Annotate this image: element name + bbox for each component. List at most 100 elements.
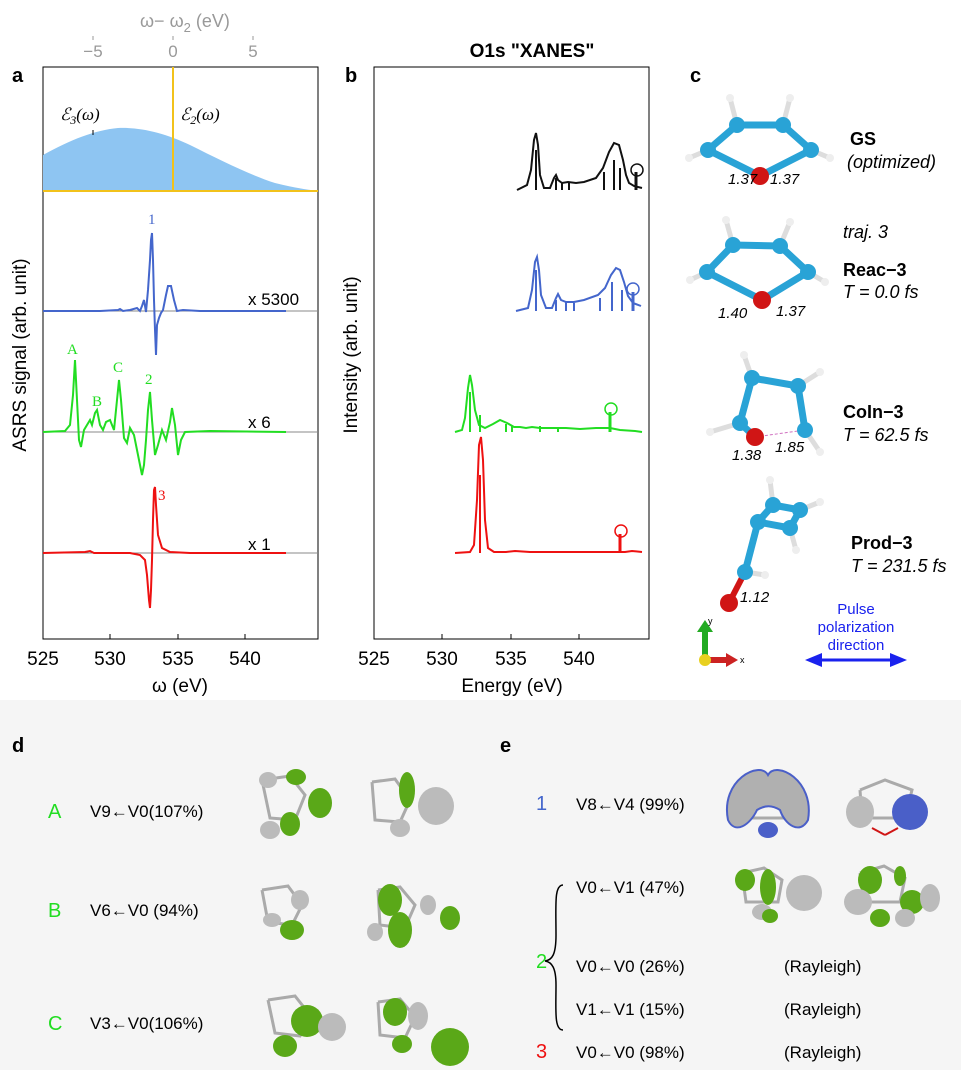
molecule-reac3 (686, 216, 829, 309)
x-tick-label: 525 (358, 649, 390, 670)
group-brace (544, 884, 564, 1031)
multiplier-blue: x 5300 (248, 290, 299, 309)
molecule-coin3 (706, 351, 824, 456)
x-tick-label: 535 (495, 649, 527, 670)
transition-B: V6←V0 (94%) (90, 901, 199, 920)
bond-length: 1.37 (770, 171, 800, 188)
structure-subtitle: (optimized) (847, 152, 936, 172)
marked-peak-circle (626, 282, 640, 296)
x-tick-label: 540 (229, 649, 261, 670)
bond-length: 1.38 (732, 447, 762, 464)
panel-label-a: a (12, 65, 24, 87)
x-axis-label-b: Energy (eV) (461, 676, 562, 697)
polarization-label: direction (828, 637, 885, 654)
rayleigh-note: (Rayleigh) (784, 957, 861, 976)
top-axis-label: ω− ω2 (eV) (140, 11, 230, 35)
asrs-trace-red (42, 486, 286, 609)
panel-e: e 1 V8←V4 (99%) V0←V1 (47%) 2 V0←V0 (26%… (500, 735, 940, 1063)
x-axis-label-a: ω (eV) (152, 676, 208, 697)
xanes-trace-red (454, 436, 643, 554)
marked-peak-circle (604, 402, 618, 416)
structure-subtitle: T = 62.5 fs (843, 425, 929, 445)
panel-b: b O1s "XANES" (341, 41, 650, 697)
asrs-trace-green (42, 359, 287, 476)
transition-label-C: C (48, 1013, 62, 1035)
transition-2c: V1←V1 (15%) (576, 1000, 685, 1019)
xanes-trace-green (454, 374, 643, 433)
panel-label-b: b (345, 65, 357, 87)
transition-2b: V0←V0 (26%) (576, 957, 685, 976)
structure-subtitle: T = 231.5 fs (851, 556, 947, 576)
orbital-image-2b (844, 864, 940, 927)
structure-name: Reac−3 (843, 260, 907, 280)
svg-text:x: x (740, 655, 745, 665)
transition-1: V8←V4 (99%) (576, 795, 685, 814)
rayleigh-note: (Rayleigh) (784, 1043, 861, 1062)
orbital-image-B1 (260, 884, 309, 940)
multiplier-green: x 6 (248, 413, 271, 432)
rayleigh-note: (Rayleigh) (784, 1000, 861, 1019)
x-tick-label: 530 (426, 649, 458, 670)
top-tick-label: −5 (83, 42, 102, 61)
transition-A: V9←V0(107%) (90, 802, 203, 821)
transition-C: V3←V0(106%) (90, 1014, 203, 1033)
bond-length: 1.37 (728, 171, 758, 188)
peak-label-2: 2 (145, 372, 153, 388)
peak-label-3: 3 (158, 488, 166, 504)
orbital-image-C2 (376, 997, 469, 1066)
bond-length: 1.40 (718, 305, 748, 322)
asrs-trace-blue (43, 232, 286, 356)
panel-d: d A V9←V0(107%) B V6←V0 (94%) C V3←V0(10… (12, 735, 469, 1066)
bond-length: 1.12 (740, 589, 770, 606)
x-tick-label: 525 (27, 649, 59, 670)
e3-label: ℰ3(ω) (60, 105, 100, 127)
e2-label: ℰ2(ω) (180, 105, 220, 127)
orbital-image-1a (725, 769, 810, 838)
orbital-image-B2 (367, 884, 460, 948)
top-tick-label: 0 (168, 42, 177, 61)
structure-subtitle: T = 0.0 fs (843, 282, 919, 302)
polarization-label: polarization (818, 619, 895, 636)
coordinate-axes-icon: y x (697, 616, 745, 667)
transition-label-3: 3 (536, 1041, 547, 1063)
bond-length: 1.37 (776, 303, 806, 320)
peak-label-A: A (67, 342, 78, 358)
trajectory-label: traj. 3 (843, 222, 888, 242)
molecule-prod3 (720, 476, 824, 612)
y-axis-label-a: ASRS signal (arb. unit) (10, 258, 31, 451)
peak-label-B: B (92, 394, 102, 410)
marked-peak-circle (614, 524, 628, 538)
peak-label-1: 1 (148, 212, 156, 228)
polarization-label: Pulse (837, 601, 875, 618)
panel-label-d: d (12, 735, 24, 757)
y-axis-label-b: Intensity (arb. unit) (341, 276, 362, 433)
orbital-image-1b (846, 778, 928, 836)
transition-label-1: 1 (536, 793, 547, 815)
orbital-image-A1 (259, 769, 332, 839)
x-tick-label: 535 (162, 649, 194, 670)
structure-name: Prod−3 (851, 533, 913, 553)
structure-name: GS (850, 129, 876, 149)
bond-length: 1.85 (775, 439, 805, 456)
x-tick-label: 530 (94, 649, 126, 670)
orbital-image-2a (735, 866, 822, 923)
panel-label-e: e (500, 735, 511, 757)
top-tick-label: 5 (248, 42, 257, 61)
panel-label-c: c (690, 65, 701, 87)
plot-frame-a (42, 66, 319, 640)
panel-c: c 1.37 1.37 GS (optimized) (685, 65, 947, 667)
orbital-image-A2 (370, 772, 454, 837)
panel-b-title: O1s "XANES" (470, 41, 595, 62)
polarization-arrow-icon (805, 653, 907, 667)
multiplier-red: x 1 (248, 535, 271, 554)
transition-label-B: B (48, 900, 61, 922)
transition-2a: V0←V1 (47%) (576, 878, 685, 897)
marked-peak-circle (630, 163, 644, 177)
transition-label-A: A (48, 801, 62, 823)
peak-label-C: C (113, 360, 123, 376)
x-tick-label: 540 (563, 649, 595, 670)
transition-3: V0←V0 (98%) (576, 1043, 685, 1062)
structure-name: CoIn−3 (843, 402, 904, 422)
molecule-gs (685, 94, 834, 185)
